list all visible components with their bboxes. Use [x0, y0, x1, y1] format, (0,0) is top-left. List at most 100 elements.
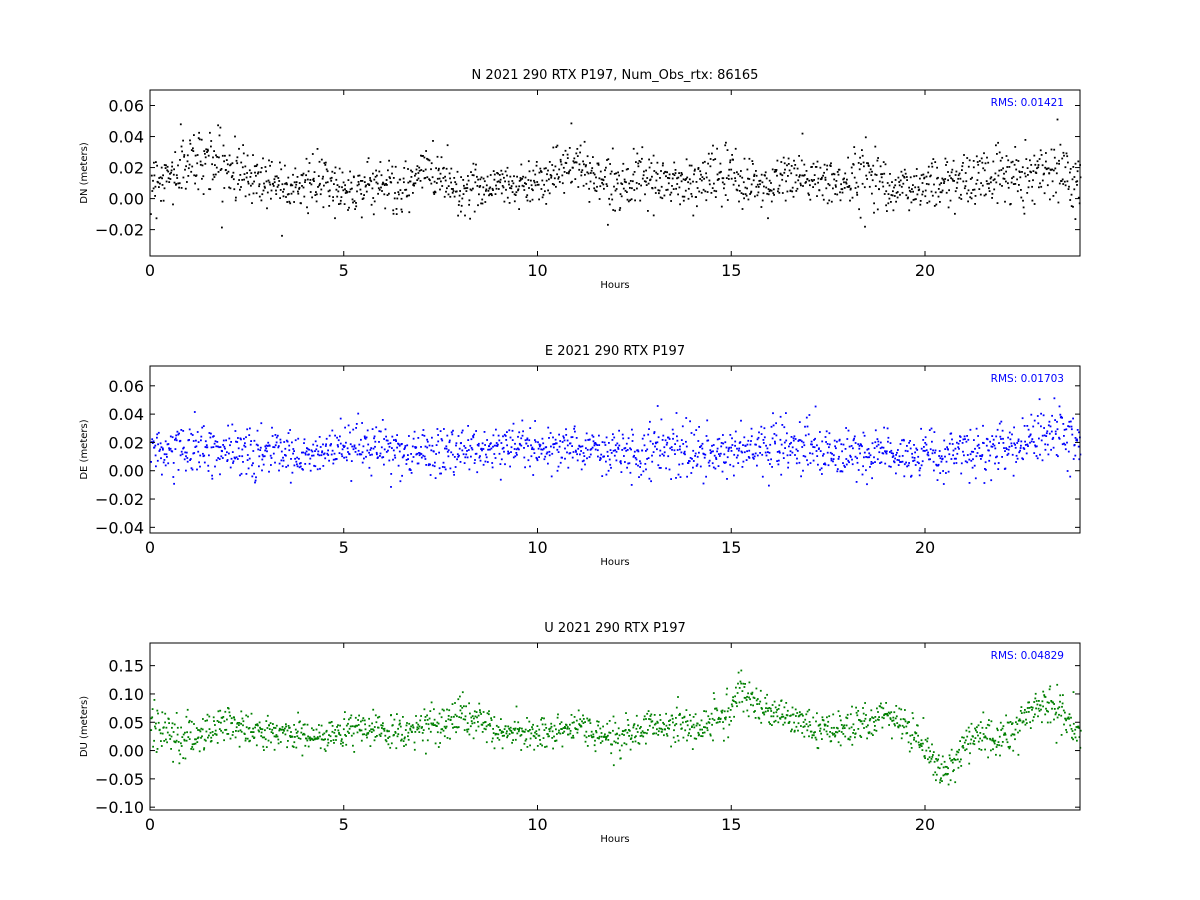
- data-point: [762, 192, 765, 195]
- data-point: [906, 465, 908, 468]
- data-point: [756, 698, 759, 700]
- data-point: [446, 434, 449, 437]
- data-point: [687, 197, 690, 200]
- data-point: [763, 427, 766, 430]
- data-point: [279, 438, 282, 441]
- data-point: [942, 178, 945, 181]
- data-point: [160, 745, 163, 747]
- data-point: [561, 745, 564, 748]
- data-point: [165, 726, 168, 729]
- data-point: [535, 164, 538, 167]
- data-point: [372, 447, 375, 450]
- data-point: [640, 473, 643, 476]
- data-point: [812, 446, 815, 448]
- data-point: [588, 719, 591, 722]
- data-point: [820, 178, 823, 180]
- data-point: [821, 738, 823, 740]
- data-point: [518, 431, 521, 434]
- data-point: [440, 156, 443, 159]
- data-point: [468, 702, 470, 705]
- data-point: [964, 172, 967, 174]
- data-point: [687, 462, 690, 464]
- data-point: [582, 722, 585, 724]
- data-point: [921, 193, 924, 196]
- data-point: [729, 159, 732, 162]
- data-point: [1056, 428, 1059, 431]
- data-point: [380, 174, 383, 177]
- data-point: [323, 452, 326, 455]
- data-point: [602, 725, 604, 728]
- data-point: [150, 461, 152, 463]
- data-point: [382, 182, 385, 185]
- data-point: [244, 442, 246, 445]
- data-point: [799, 713, 802, 716]
- data-point: [312, 454, 315, 457]
- data-point: [328, 434, 331, 437]
- data-point: [628, 729, 631, 732]
- data-point: [836, 731, 839, 734]
- data-point: [1050, 169, 1052, 171]
- data-point: [473, 462, 476, 464]
- data-point: [203, 461, 206, 464]
- data-point: [175, 183, 178, 185]
- data-point: [155, 465, 157, 468]
- data-point: [467, 728, 470, 731]
- data-point: [882, 185, 885, 188]
- data-point: [507, 452, 510, 455]
- data-point: [337, 724, 339, 727]
- data-point: [933, 431, 936, 433]
- data-point: [832, 454, 835, 457]
- data-point: [416, 726, 419, 729]
- data-point: [977, 740, 980, 743]
- data-point: [835, 185, 837, 188]
- data-point: [251, 182, 254, 185]
- data-point: [929, 458, 931, 461]
- data-point: [841, 450, 843, 453]
- data-point: [293, 201, 295, 203]
- data-point: [758, 431, 760, 434]
- data-point: [686, 720, 689, 722]
- data-point: [736, 454, 739, 457]
- data-point: [832, 172, 835, 175]
- data-point: [750, 440, 752, 442]
- data-point: [252, 731, 255, 733]
- data-point: [696, 187, 699, 189]
- data-point: [435, 453, 437, 455]
- data-point: [1051, 180, 1054, 183]
- data-point: [425, 722, 428, 725]
- data-point: [993, 178, 996, 181]
- data-point: [867, 165, 870, 167]
- data-point: [556, 144, 559, 147]
- data-point: [741, 208, 744, 210]
- data-point: [259, 446, 262, 449]
- data-point: [848, 461, 850, 464]
- data-point: [255, 192, 258, 195]
- data-point: [966, 454, 969, 456]
- data-point: [922, 173, 925, 176]
- data-point: [866, 162, 868, 164]
- data-point: [546, 173, 548, 176]
- data-point: [978, 188, 981, 190]
- data-point: [771, 437, 774, 440]
- data-point: [795, 462, 798, 465]
- data-point: [274, 434, 277, 436]
- data-point: [193, 411, 196, 413]
- data-point: [729, 434, 732, 436]
- data-point: [843, 181, 845, 184]
- data-point: [237, 183, 239, 185]
- data-point: [322, 733, 324, 736]
- data-point: [541, 744, 543, 747]
- data-point: [312, 739, 315, 741]
- data-point: [562, 154, 565, 156]
- data-point: [872, 717, 875, 719]
- data-point: [582, 718, 585, 720]
- data-point: [679, 445, 681, 448]
- data-point: [225, 439, 227, 442]
- data-point: [1034, 444, 1036, 447]
- data-point: [623, 455, 625, 457]
- data-point: [200, 727, 203, 730]
- data-point: [190, 748, 193, 750]
- data-point: [221, 226, 223, 229]
- data-point: [635, 735, 637, 738]
